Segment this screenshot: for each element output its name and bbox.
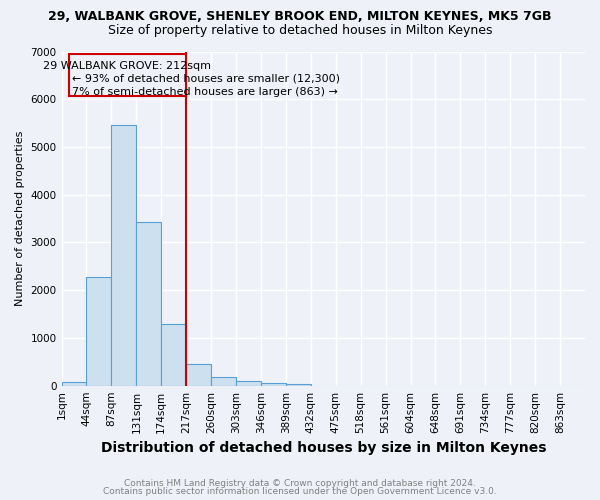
Text: 29 WALBANK GROVE: 212sqm: 29 WALBANK GROVE: 212sqm bbox=[43, 60, 211, 70]
Bar bbox=[236, 382, 261, 386]
Bar bbox=[161, 324, 186, 386]
X-axis label: Distribution of detached houses by size in Milton Keynes: Distribution of detached houses by size … bbox=[101, 441, 546, 455]
Bar bbox=[136, 222, 161, 386]
Text: Contains HM Land Registry data © Crown copyright and database right 2024.: Contains HM Land Registry data © Crown c… bbox=[124, 478, 476, 488]
Y-axis label: Number of detached properties: Number of detached properties bbox=[15, 131, 25, 306]
Text: 7% of semi-detached houses are larger (863) →: 7% of semi-detached houses are larger (8… bbox=[72, 88, 338, 98]
Bar bbox=[62, 382, 86, 386]
Bar bbox=[86, 277, 112, 386]
Text: ← 93% of detached houses are smaller (12,300): ← 93% of detached houses are smaller (12… bbox=[72, 74, 340, 84]
Bar bbox=[186, 364, 211, 386]
Bar bbox=[261, 384, 286, 386]
Text: 29, WALBANK GROVE, SHENLEY BROOK END, MILTON KEYNES, MK5 7GB: 29, WALBANK GROVE, SHENLEY BROOK END, MI… bbox=[48, 10, 552, 23]
FancyBboxPatch shape bbox=[68, 54, 185, 96]
Text: Contains public sector information licensed under the Open Government Licence v3: Contains public sector information licen… bbox=[103, 487, 497, 496]
Text: Size of property relative to detached houses in Milton Keynes: Size of property relative to detached ho… bbox=[108, 24, 492, 37]
Bar bbox=[286, 384, 311, 386]
Bar bbox=[112, 126, 136, 386]
Bar bbox=[211, 377, 236, 386]
